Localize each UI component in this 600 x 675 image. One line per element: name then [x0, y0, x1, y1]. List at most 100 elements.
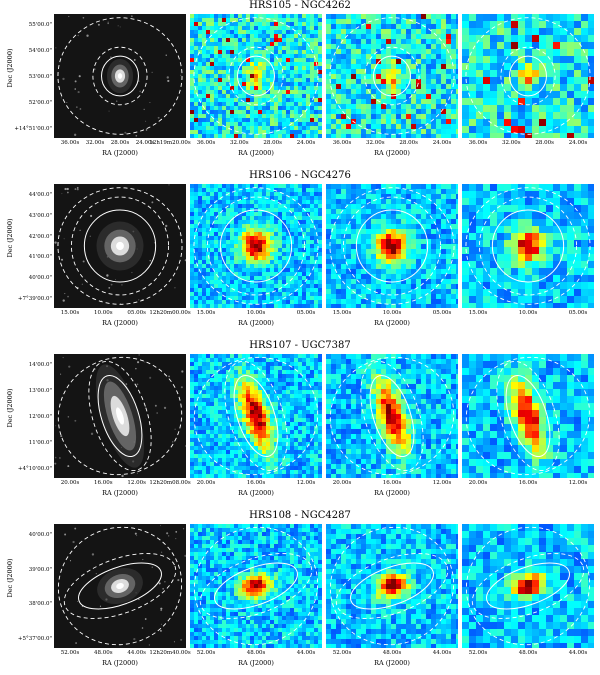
- star: [64, 188, 66, 190]
- x-tick-label: 52.00s: [197, 650, 216, 656]
- star: [159, 582, 161, 584]
- x-tick-label: 48.00s: [519, 650, 538, 656]
- star: [74, 134, 76, 136]
- star: [131, 15, 133, 17]
- star: [77, 187, 79, 189]
- star: [92, 553, 94, 555]
- star: [144, 362, 145, 363]
- x-axis-label: RA (J2000): [238, 489, 274, 497]
- star: [77, 188, 79, 190]
- star: [164, 407, 166, 409]
- star: [155, 405, 157, 407]
- x-axis-label: RA (J2000): [374, 149, 410, 157]
- star: [54, 463, 56, 465]
- star: [121, 475, 123, 477]
- x-tick-label: 12h20m40.00s: [149, 650, 190, 656]
- star: [135, 533, 137, 535]
- star: [161, 624, 162, 625]
- star: [164, 581, 165, 582]
- flux-map-panel: [462, 354, 594, 478]
- x-tick-label: 48.00s: [94, 650, 113, 656]
- star: [63, 357, 64, 358]
- flux-map-panel: [462, 524, 594, 648]
- star: [168, 376, 170, 378]
- x-tick-label: 28.00s: [535, 140, 554, 146]
- x-tick-label: 20.00s: [333, 480, 352, 486]
- star: [75, 80, 77, 82]
- star: [68, 416, 69, 417]
- star: [75, 188, 77, 190]
- optical-image-panel: [54, 354, 186, 478]
- star: [167, 76, 169, 78]
- star: [80, 108, 82, 110]
- flux-map: [462, 524, 594, 648]
- star: [60, 435, 62, 437]
- star: [156, 412, 158, 414]
- star: [59, 457, 61, 459]
- x-tick-label: 52.00s: [333, 650, 352, 656]
- star: [83, 17, 85, 19]
- star: [70, 560, 71, 561]
- image-panels: [54, 14, 594, 138]
- x-tick-label: 52.00s: [61, 650, 80, 656]
- star: [77, 35, 78, 36]
- star: [151, 201, 153, 203]
- star: [145, 121, 146, 122]
- star: [161, 552, 162, 553]
- star: [90, 215, 92, 217]
- x-tick-label: 12.00s: [569, 480, 588, 486]
- star: [118, 25, 119, 26]
- y-tick-label: 40'00.0": [29, 275, 52, 281]
- flux-map-panel: [326, 354, 458, 478]
- star: [61, 193, 62, 194]
- star: [174, 287, 175, 288]
- star: [55, 457, 57, 459]
- flux-map: [190, 14, 322, 138]
- star: [54, 241, 56, 243]
- flux-map-panel: [462, 14, 594, 138]
- star: [77, 601, 78, 602]
- star: [160, 630, 162, 632]
- x-tick-label: 24.00s: [433, 140, 452, 146]
- star: [108, 287, 110, 289]
- star: [137, 473, 138, 474]
- x-tick-label: 20.00s: [197, 480, 216, 486]
- star: [79, 75, 81, 77]
- flux-map: [462, 354, 594, 478]
- star: [98, 24, 100, 26]
- star: [86, 35, 88, 37]
- star: [139, 354, 140, 355]
- star: [181, 386, 183, 388]
- star: [152, 72, 153, 73]
- y-tick-labels: 40'00.0"39'00.0"38'00.0"+5°37'00.0": [14, 524, 52, 648]
- x-tick-label: 15.00s: [197, 310, 216, 316]
- star: [135, 368, 137, 370]
- star: [137, 361, 139, 363]
- star: [61, 259, 63, 261]
- y-axis-label: Dec (J2000): [0, 16, 14, 126]
- y-axis-label: Dec (J2000): [0, 526, 14, 636]
- star: [135, 135, 137, 137]
- star: [181, 370, 183, 372]
- star: [145, 618, 147, 620]
- x-axis-label: RA (J2000): [102, 149, 138, 157]
- y-tick-label: 13'00.0": [29, 388, 52, 394]
- x-tick-label: 28.00s: [263, 140, 282, 146]
- y-tick-label: 40'00.0": [29, 532, 52, 538]
- star: [120, 26, 121, 27]
- x-tick-label: 10.00s: [247, 310, 266, 316]
- x-axis-label: RA (J2000): [374, 319, 410, 327]
- galaxy-optical: [96, 221, 143, 270]
- x-tick-label: 44.00s: [569, 650, 588, 656]
- star: [63, 299, 65, 301]
- x-tick-label: 24.00s: [569, 140, 588, 146]
- flux-map: [462, 184, 594, 308]
- star: [66, 102, 67, 103]
- y-tick-label: +7°39'00.0": [18, 296, 52, 302]
